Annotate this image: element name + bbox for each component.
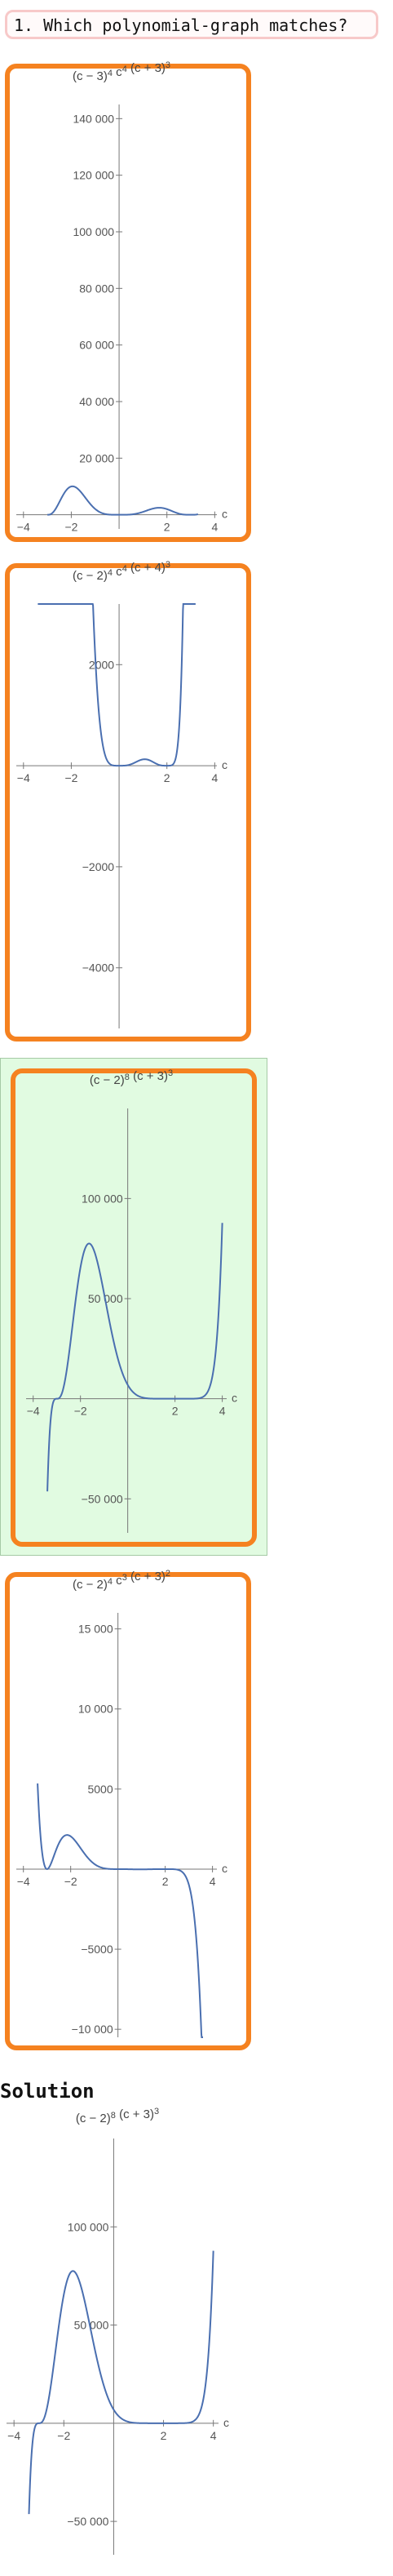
- polynomial-curve: [46, 1223, 223, 1492]
- x-tick-label: −2: [57, 2429, 70, 2442]
- chart-option-4: (c − 2)4 c3 (c + 3)2 c −4 −2 2 4 −10 000 −5000 5…: [16, 1569, 227, 2038]
- x-tick-label: −2: [64, 521, 77, 534]
- y-tick-label: −10 000: [72, 2023, 113, 2036]
- y-tick-label: 100 000: [73, 225, 114, 238]
- y-tick-label: −4000: [82, 962, 115, 975]
- y-tick-label: 40 000: [79, 395, 114, 408]
- y-tick-label: 100 000: [68, 2220, 109, 2233]
- x-tick-label: 2: [161, 2429, 167, 2442]
- y-tick-label: 2000: [89, 658, 114, 671]
- y-tick-label: 5000: [87, 1783, 113, 1796]
- x-tick-label: 4: [210, 1875, 216, 1888]
- polynomial-curve: [38, 603, 196, 767]
- x-tick-label: −2: [64, 771, 77, 784]
- polynomial-curve: [28, 2250, 214, 2515]
- x-tick-label: 2: [162, 1875, 169, 1888]
- x-tick-label: 4: [211, 521, 218, 534]
- x-tick-label: 4: [210, 2429, 217, 2442]
- chart-title: (c − 3)4 c4 (c + 3)3: [73, 60, 170, 83]
- chart-option-1: (c − 3)4 c4 (c + 3)3 c −4 −2 2 4 20 000 40 000 6…: [16, 60, 227, 534]
- x-axis-label: c: [222, 758, 227, 771]
- chart-title: (c − 2)4 c4 (c + 4)3: [73, 560, 170, 583]
- y-tick-label: 15 000: [78, 1623, 113, 1636]
- y-tick-label: 10 000: [78, 1703, 113, 1716]
- answer-option-1[interactable]: [5, 64, 251, 542]
- x-tick-label: −4: [17, 771, 30, 784]
- y-tick-label: 120 000: [73, 169, 114, 182]
- question-prompt: 1. Which polynomial-graph matches?: [5, 10, 378, 39]
- y-tick-label: 20 000: [79, 451, 114, 464]
- x-axis-label: c: [232, 1392, 237, 1405]
- answer-option-2[interactable]: [5, 563, 251, 1042]
- correct-answer-highlight: [0, 1058, 267, 1556]
- y-tick-label: 80 000: [79, 282, 114, 295]
- x-tick-label: −4: [27, 1405, 40, 1418]
- x-tick-label: −2: [74, 1405, 87, 1418]
- y-tick-label: −50 000: [67, 2515, 108, 2528]
- chart-title: (c − 2)8 (c + 3)3: [90, 1068, 173, 1087]
- y-tick-label: 100 000: [82, 1192, 123, 1205]
- y-tick-label: 140 000: [73, 112, 114, 125]
- x-tick-label: 4: [211, 771, 218, 784]
- y-tick-label: −5000: [81, 1943, 113, 1956]
- x-tick-label: −4: [17, 521, 30, 534]
- polynomial-curve: [47, 485, 199, 516]
- x-tick-label: 2: [164, 771, 170, 784]
- x-axis-label: c: [222, 1862, 227, 1875]
- answer-option-4[interactable]: [5, 1572, 251, 2050]
- polynomial-curve: [37, 1783, 204, 2038]
- x-tick-label: 2: [164, 521, 170, 534]
- chart-title: (c − 2)4 c3 (c + 3)2: [73, 1569, 170, 1592]
- y-tick-label: −50 000: [82, 1492, 123, 1505]
- x-axis-label: c: [222, 508, 227, 521]
- chart-option-2: (c − 2)4 c4 (c + 4)3 c −4 −2 2 4 −4000 −2000 200…: [16, 560, 227, 1028]
- y-tick-label: 50 000: [74, 2319, 109, 2332]
- x-tick-label: −4: [17, 1875, 30, 1888]
- y-tick-label: −2000: [82, 860, 115, 873]
- x-tick-label: 4: [219, 1405, 226, 1418]
- chart-solution: (c − 2)8 (c + 3)3 c −4 −2 2 4 −50 000 50 000 100…: [7, 2107, 229, 2555]
- x-tick-label: 2: [172, 1405, 179, 1418]
- answer-option-3[interactable]: [11, 1068, 257, 1547]
- y-tick-label: 60 000: [79, 339, 114, 352]
- x-tick-label: −2: [64, 1875, 77, 1888]
- chart-title: (c − 2)8 (c + 3)3: [76, 2107, 159, 2125]
- x-axis-label: c: [223, 2416, 229, 2429]
- solution-heading: Solution: [0, 2080, 95, 2103]
- x-tick-label: −4: [7, 2429, 20, 2442]
